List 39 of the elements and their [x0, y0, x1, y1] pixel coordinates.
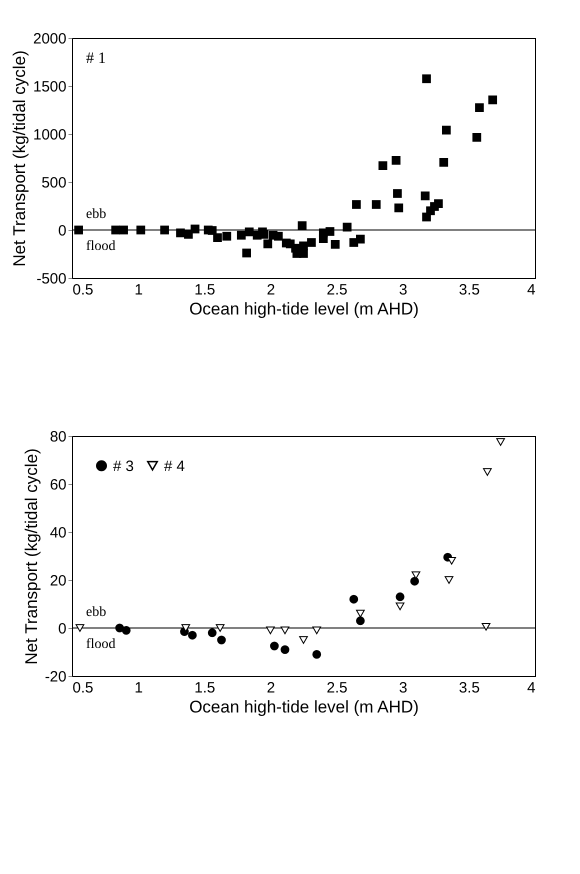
- x-tick-label: 3.5: [458, 680, 480, 696]
- annotation: # 1: [86, 50, 106, 67]
- x-tick-label: 1: [134, 282, 143, 298]
- x-tick-label: 3.5: [458, 282, 480, 298]
- annotation: ebb: [86, 605, 106, 620]
- x-tick-label: 1.5: [194, 680, 216, 696]
- x-tick-label: 4: [527, 282, 536, 298]
- y-tick-label: 80: [50, 428, 66, 446]
- y-tick-label: -500: [36, 270, 66, 288]
- x-tick-label: 2.5: [326, 282, 348, 298]
- x-tick-label: 3: [399, 680, 408, 696]
- x-tick-label: 2: [266, 282, 276, 298]
- y-tick-label: 0: [58, 222, 66, 240]
- x-tick-label: 2.5: [326, 680, 348, 696]
- x-tick-label: 0.5: [72, 680, 94, 696]
- x-tick-label: 1.5: [194, 282, 216, 298]
- y-tick-label: 1500: [33, 78, 66, 96]
- y-tick-label: 60: [50, 476, 66, 494]
- x-tick-label: 2: [266, 680, 276, 696]
- x-tick-label: 1: [134, 680, 143, 696]
- x-axis-title: Ocean high-tide level (m AHD): [189, 300, 419, 318]
- x-tick-label: 0.5: [72, 282, 94, 298]
- y-tick-label: 20: [50, 572, 66, 590]
- legend-label: # 3: [113, 458, 134, 475]
- annotation: flood: [86, 239, 116, 254]
- annotation: ebb: [86, 207, 106, 222]
- y-axis-title: Net Transport (kg/tidal cycle): [10, 50, 30, 267]
- y-tick-label: -20: [44, 668, 66, 686]
- y-tick-label: 500: [41, 174, 66, 192]
- y-tick-label: 0: [58, 620, 66, 638]
- annotation: flood: [86, 637, 116, 652]
- x-tick-label: 3: [399, 282, 408, 298]
- y-tick-label: 40: [50, 524, 66, 542]
- x-axis-title: Ocean high-tide level (m AHD): [189, 698, 419, 716]
- y-axis-title: Net Transport (kg/tidal cycle): [22, 448, 41, 665]
- legend-label: # 4: [164, 458, 185, 475]
- y-tick-label: 2000: [33, 30, 66, 48]
- x-tick-label: 4: [527, 680, 536, 696]
- y-tick-label: 1000: [33, 126, 66, 144]
